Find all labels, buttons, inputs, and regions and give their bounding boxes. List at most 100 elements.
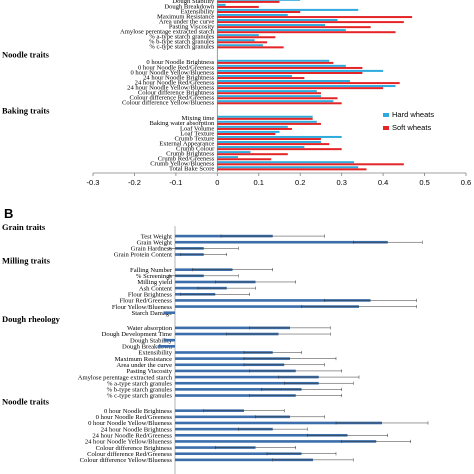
bar-extensibility (175, 351, 273, 354)
row-label-24-hour-noodle-brightness: 24 hour Noodle Brightness (143, 74, 215, 81)
bar-soft-wheats-maximum-resistance (217, 16, 413, 19)
row-label-dough-development-time: Dough Development Time (102, 331, 172, 338)
bar-hard-wheats-0-hour-noodle-red-greeness (217, 64, 346, 67)
group-label-noodle-traits: Noodle traits (2, 50, 50, 60)
bar-c-type-starch-granules (175, 394, 296, 397)
legend-swatch-hard-wheats (383, 113, 389, 117)
bar-hard-wheats-crumb-colour (217, 146, 305, 149)
bar-b-type-starch-granules (175, 388, 302, 391)
bar-starch-damage (163, 311, 175, 315)
bar-hard-wheats-crumb-red-greeness (217, 156, 239, 159)
bar-24-hour-noodle-red-greeness (175, 433, 348, 437)
bar-soft-wheats-b-type-starch-granules (217, 41, 268, 44)
bar-soft-wheats-loaf-texture (217, 133, 276, 135)
row-label-b-type-starch-granules: % b-type starch granules (107, 387, 173, 394)
bar-hard-wheats-0-hour-noodle-brightness (217, 59, 330, 62)
bar-soft-wheats-crumb-texture (217, 138, 321, 141)
x-tick-label: -0.3 (87, 178, 100, 187)
bar-water-absorption (175, 326, 290, 330)
row-label-crumb-colour: Crumb Colour (176, 145, 215, 152)
bar-soft-wheats-external-appearance (217, 143, 330, 146)
bar-0-hour-noodle-red-greeness (175, 415, 290, 419)
x-tick-label: 0.6 (461, 178, 471, 187)
row-label-pasting-viscosity: Pasting Viscosity (127, 368, 173, 375)
bar-hard-wheats-dough-stability (217, 0, 301, 1)
row-label-area-under-the-curve: Area under the curve (117, 362, 173, 369)
row-label-amylose-perentage-extracted-starch: Amylose perentage extracted starch (78, 374, 173, 381)
row-label-colour-difference-yellow-blueness: Colour difference Yellow/Blueness (122, 100, 215, 107)
bar-hard-wheats-crumb-brightness (217, 151, 251, 154)
row-label-colour-difference-red-greeness: Colour difference Red/Greeness (129, 95, 214, 102)
bar-hard-wheats-colour-difference-yellow-blueness (217, 100, 334, 103)
row-label-b-type-starch-granules: % b-type starch granules (149, 39, 215, 46)
group-label-milling-traits: Milling traits (2, 256, 51, 266)
row-label-milling-yield: Milling yield (137, 279, 172, 286)
bar-hard-wheats-area-under-the-curve (217, 19, 338, 21)
row-label-total-bake-score: Total Bake Score (169, 166, 214, 173)
x-tick-label: 0.1 (254, 178, 264, 187)
row-label-a-type-starch-granules: % a-type starch granules (107, 380, 172, 387)
bar-grain-weight (175, 240, 388, 244)
row-label-dough-stability: Dough Stability (130, 337, 173, 344)
bar-hard-wheats-mixing-time (217, 115, 313, 118)
row-label-colour-difference-red-greeness: Colour difference Red/Greeness (87, 451, 172, 458)
bar-area-under-the-curve (175, 363, 285, 367)
x-tick-label: 0.4 (378, 178, 388, 187)
bar-flour-yellow-blueness (175, 305, 359, 308)
bar-soft-wheats-24-hour-noodle-red-greeness (217, 82, 400, 85)
x-tick-label: 0.2 (295, 178, 305, 187)
bar-hard-wheats-dough-breakdown (217, 3, 226, 6)
bar-soft-wheats-crumb-red-greeness (217, 158, 272, 161)
group-label-dough-rheology: Dough rheology (2, 314, 61, 324)
bar-soft-wheats-0-hour-noodle-yellow-blueness (217, 72, 363, 74)
row-label-grain-protein-content: Grain Protein Content (114, 252, 172, 259)
row-label-24-hour-noodle-brightness: 24 hour Noodle Brightness (101, 426, 173, 433)
row-label-dough-breakdown: Dough Breakdown (122, 344, 173, 351)
x-tick-label: 0.3 (336, 178, 346, 187)
bar-soft-wheats-colour-difference-yellow-blueness (217, 102, 342, 105)
row-label-grain-hardness: Grain Hardness (131, 246, 173, 253)
row-label-water-absorption: Water absorption (127, 325, 173, 332)
bar-hard-wheats-loaf-texture (217, 130, 280, 133)
bar-soft-wheats-colour-difference-brightness (217, 92, 321, 95)
bar-hard-wheats-external-appearance (217, 141, 321, 143)
row-label-loaf-texture: Loaf Texture (180, 130, 214, 137)
bar-hard-wheats-extensibility (217, 8, 359, 11)
bar-hard-wheats-a-type-starch-granules (217, 34, 259, 37)
legend-label-hard-wheats: Hard wheats (392, 110, 434, 119)
row-label-24-hour-noodle-red-greeness: 24 hour Noodle Red/Greeness (92, 432, 172, 439)
bar-hard-wheats-c-type-starch-granules (217, 44, 263, 47)
bar-0-hour-noodle-yellow-blueness (175, 421, 382, 425)
row-label-crumb-yellow-blueness: Crumb Yellow/Blueness (150, 161, 215, 168)
row-label-colour-difference-brightness: Colour difference Brightness (138, 90, 215, 97)
bar-soft-wheats-area-under-the-curve (217, 21, 404, 24)
row-label-24-hour-noodle-red-greeness: 24 hour Noodle Red/Greeness (135, 79, 215, 86)
row-label-flour-red-greeness: Flour Red/Greeness (119, 298, 172, 305)
row-label-0-hour-noodle-brightness: 0 hour Noodle Brightness (104, 408, 172, 415)
group-label-noodle-traits: Noodle traits (2, 397, 50, 407)
row-label-0-hour-noodle-red-greeness: 0 hour Noodle Red/Greeness (138, 64, 215, 71)
bar-dough-breakdown (157, 345, 175, 348)
bar-24-hour-noodle-brightness (175, 427, 273, 431)
legend-swatch-soft-wheats (383, 126, 389, 130)
row-label-amylose-perentage-extracted-starch: Amylose perentage extracted starch (120, 29, 215, 36)
bar-soft-wheats-a-type-starch-granules (217, 36, 276, 39)
bar-soft-wheats-0-hour-noodle-brightness (217, 61, 334, 64)
bar-hard-wheats-loaf-volume (217, 125, 288, 128)
bar-soft-wheats-colour-difference-red-greeness (217, 97, 338, 100)
bar-hard-wheats-colour-difference-brightness (217, 90, 317, 93)
bar-soft-wheats-crumb-yellow-blueness (217, 163, 404, 166)
row-label-mixing-time: Mixing time (182, 115, 215, 122)
group-label-grain-traits: Grain traits (2, 222, 46, 232)
bar-soft-wheats-total-bake-score (217, 168, 367, 171)
x-tick-label: -0.1 (169, 178, 182, 187)
bar-colour-difference-red-greeness (175, 452, 302, 456)
bar-soft-wheats-baking-water-absorption (217, 122, 321, 125)
row-label-colour-difference-brightness: Colour difference Brightness (96, 445, 173, 452)
row-label-0-hour-noodle-brightness: 0 hour Noodle Brightness (146, 59, 214, 66)
row-label-crumb-brightness: Crumb Brightness (166, 151, 215, 158)
bar-dough-stability (163, 338, 175, 342)
bar-soft-wheats-loaf-volume (217, 127, 292, 130)
bar-amylose-perentage-extracted-starch (175, 375, 319, 379)
